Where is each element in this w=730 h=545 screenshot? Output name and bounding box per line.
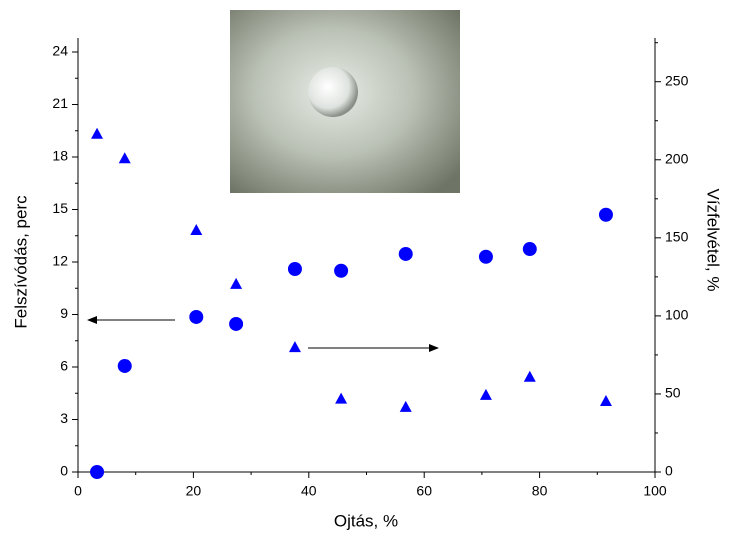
x-tick-label: 100 <box>643 483 667 499</box>
circle-point <box>189 309 204 324</box>
circle-point <box>598 207 613 222</box>
y2-tick-label: 50 <box>665 385 681 401</box>
circle-point <box>478 249 493 264</box>
triangle-point <box>288 341 301 353</box>
circle-point <box>334 263 349 278</box>
circle-point <box>117 358 132 373</box>
y2-tick-label: 200 <box>665 150 689 166</box>
y2-tick-label: 150 <box>665 229 689 245</box>
circle-point <box>398 246 413 261</box>
triangle-point <box>399 400 412 412</box>
y-axis-title: Felszívódás, perc <box>11 195 30 329</box>
x-tick-label: 0 <box>74 483 82 499</box>
triangle-point <box>335 392 348 404</box>
circle-point <box>90 465 105 479</box>
triangle-point <box>118 152 131 164</box>
y-tick-label: 3 <box>60 410 68 426</box>
triangle-point <box>190 224 203 236</box>
y-tick-label: 21 <box>52 95 68 111</box>
x-axis-title: Ojtás, % <box>334 511 398 530</box>
y-tick-label: 15 <box>52 200 68 216</box>
x-tick-label: 20 <box>186 483 202 499</box>
y-tick-label: 0 <box>60 463 68 479</box>
circle-point <box>522 242 537 257</box>
y-tick-label: 18 <box>52 148 68 164</box>
triangle-point <box>479 388 492 400</box>
triangle-point <box>91 127 104 139</box>
y2-tick-label: 250 <box>665 72 689 88</box>
x-tick-label: 80 <box>532 483 548 499</box>
y-tick-label: 12 <box>52 253 68 269</box>
y2-axis-title: Vízfelvétel, % <box>704 189 723 292</box>
circle-point <box>229 316 244 331</box>
triangle-point <box>599 394 612 406</box>
triangle-point <box>230 277 243 289</box>
y-tick-label: 9 <box>60 305 68 321</box>
circle-point <box>287 262 302 276</box>
x-tick-label: 40 <box>301 483 317 499</box>
y-tick-label: 24 <box>52 43 68 59</box>
triangle-point <box>523 370 536 382</box>
y-tick-label: 6 <box>60 358 68 374</box>
y2-tick-label: 100 <box>665 307 689 323</box>
x-tick-label: 60 <box>416 483 432 499</box>
inset-photo <box>230 10 460 193</box>
y2-tick-label: 0 <box>665 463 673 479</box>
